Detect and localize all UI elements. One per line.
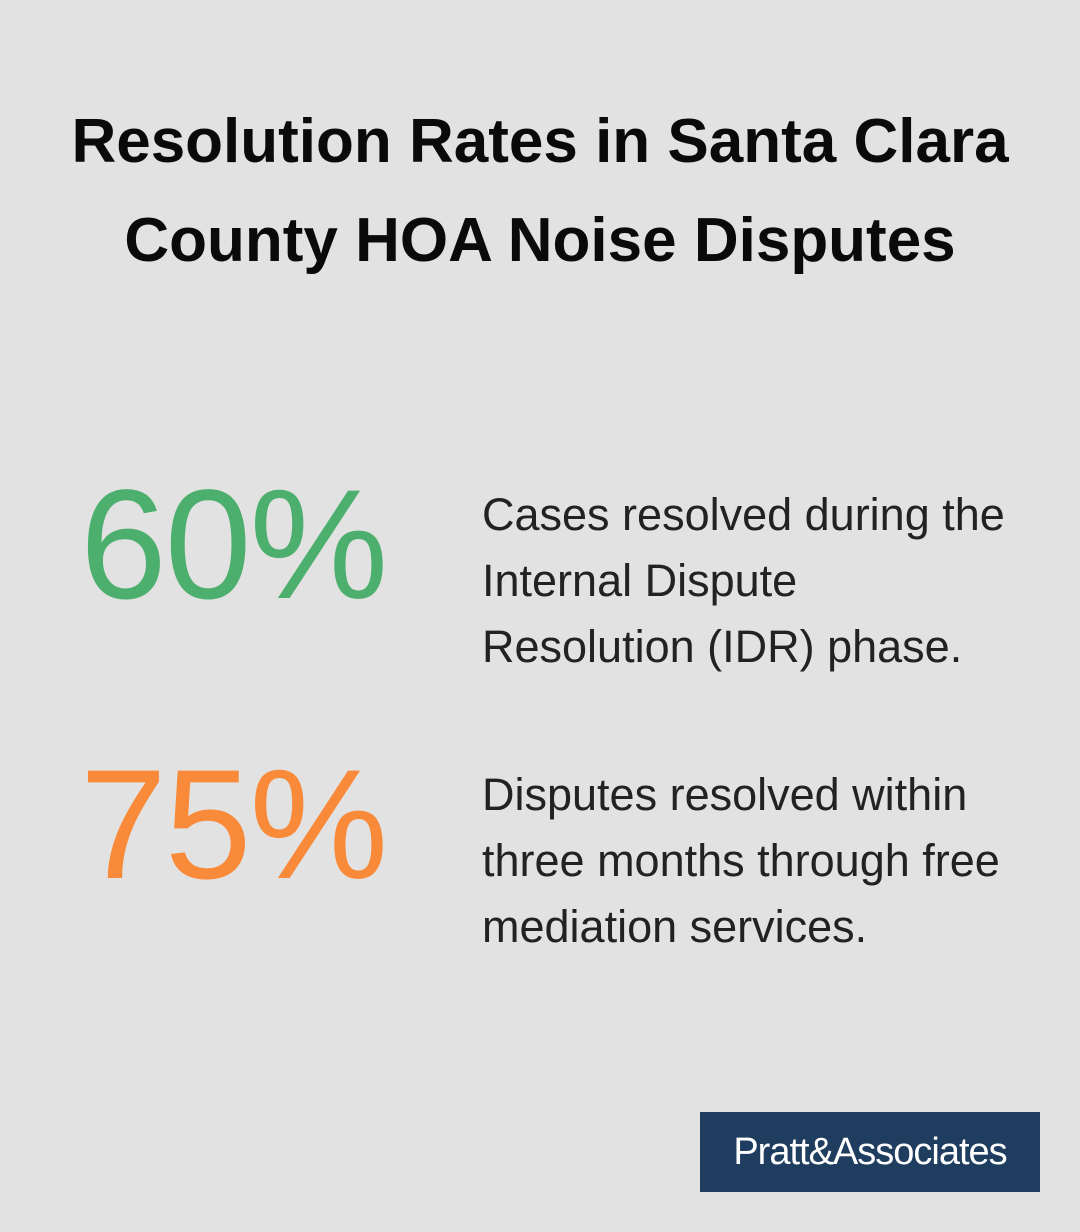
stat-value: 60% — [80, 458, 388, 632]
stat-description: Disputes resolved within three months th… — [482, 769, 1000, 952]
stat-description: Cases resolved during the Internal Dispu… — [482, 489, 1005, 672]
title: Resolution Rates in Santa Clara County H… — [71, 107, 1009, 275]
logo: Pratt&Associates — [700, 1112, 1040, 1192]
stat-value: 75% — [80, 738, 388, 912]
